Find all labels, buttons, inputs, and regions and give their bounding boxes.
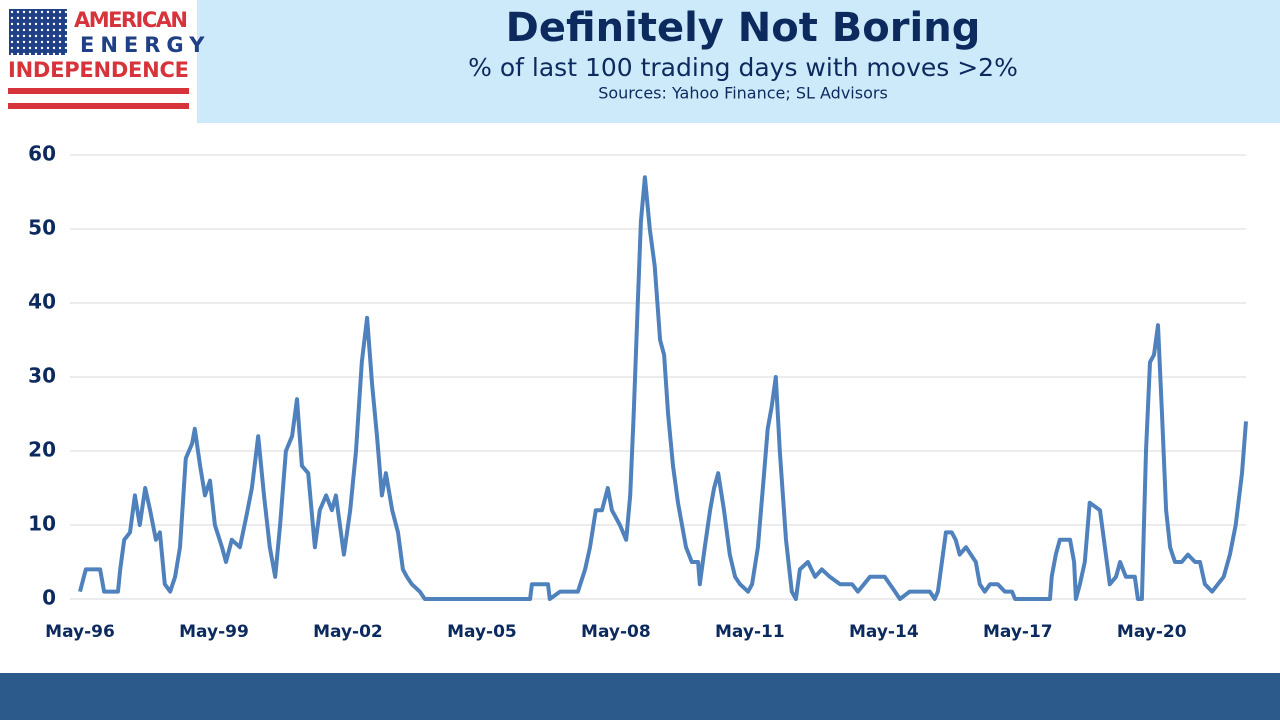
x-tick-label: May-96 xyxy=(45,622,115,642)
x-tick-label: May-17 xyxy=(983,622,1053,642)
x-tick-label: May-14 xyxy=(849,622,919,642)
x-tick-label: May-05 xyxy=(447,622,517,642)
footer-band xyxy=(0,673,1280,720)
x-tick-label: May-02 xyxy=(313,622,383,642)
logo-stripe xyxy=(8,88,189,94)
header-band xyxy=(197,0,1280,123)
flag-stars xyxy=(9,9,67,55)
x-tick-label: May-08 xyxy=(581,622,651,642)
x-tick-label: May-99 xyxy=(179,622,249,642)
logo-text: INDEPENDENCE xyxy=(8,58,189,82)
y-tick-label: 40 xyxy=(28,290,56,314)
logo: AMERICAN ENERGY INDEPENDENCE xyxy=(8,8,210,109)
x-tick-label: May-11 xyxy=(715,622,785,642)
y-tick-label: 20 xyxy=(28,438,56,462)
logo-text: ENERGY xyxy=(80,33,210,57)
y-tick-label: 60 xyxy=(28,142,56,166)
data-line xyxy=(78,175,1248,601)
y-tick-label: 10 xyxy=(28,512,56,536)
chart-source: Sources: Yahoo Finance; SL Advisors xyxy=(598,84,888,103)
y-tick-label: 0 xyxy=(42,586,56,610)
chart-subtitle: % of last 100 trading days with moves >2… xyxy=(468,53,1018,82)
chart-title: Definitely Not Boring xyxy=(506,5,981,51)
logo-text: AMERICAN xyxy=(74,8,188,32)
x-tick-label: May-20 xyxy=(1117,622,1187,642)
y-tick-label: 50 xyxy=(28,216,56,240)
y-tick-label: 30 xyxy=(28,364,56,388)
logo-stripe xyxy=(8,103,189,109)
